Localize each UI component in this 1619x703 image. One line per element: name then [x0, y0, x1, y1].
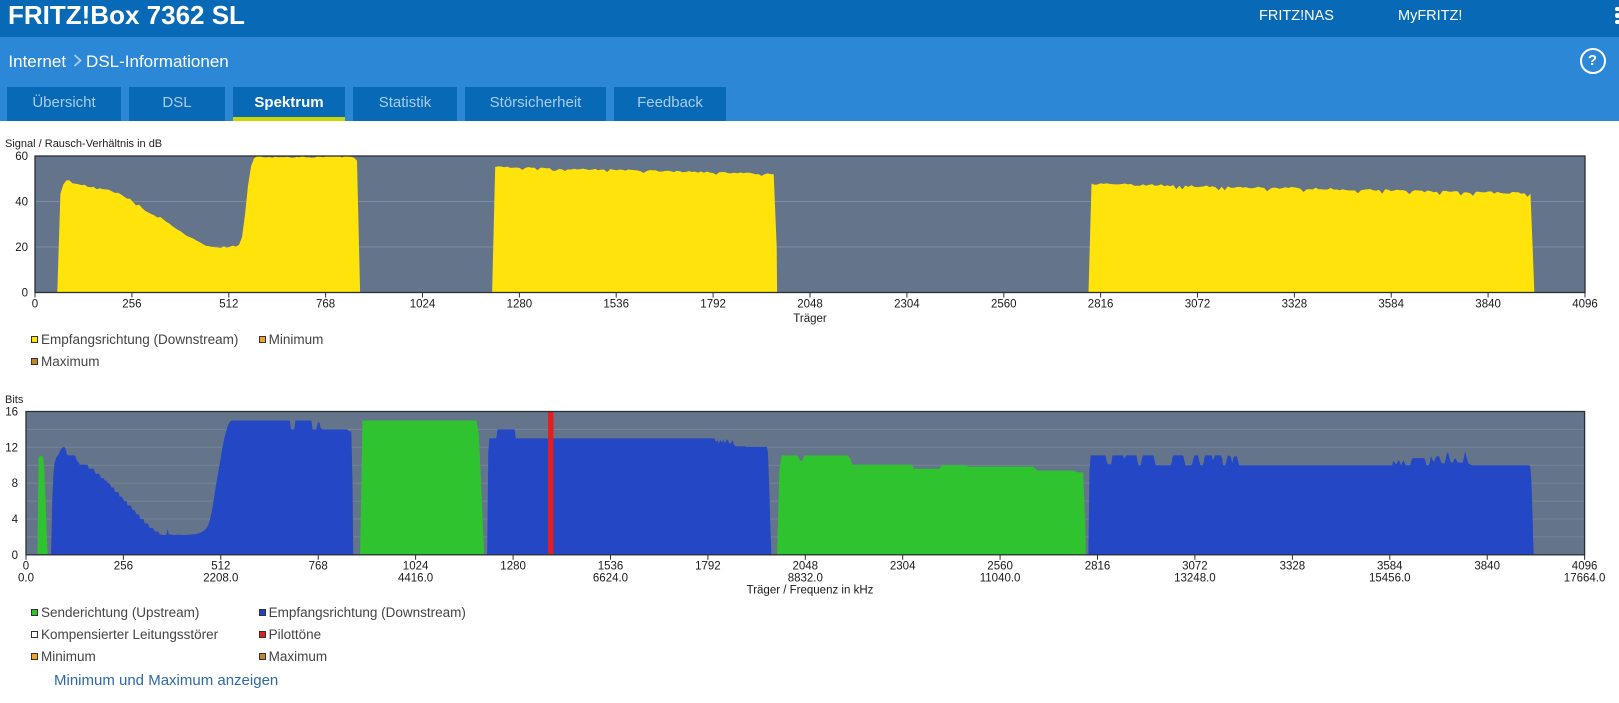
svg-text:0: 0: [23, 561, 29, 573]
svg-text:2304: 2304: [890, 561, 916, 573]
svg-text:2816: 2816: [1085, 561, 1111, 573]
svg-text:512: 512: [211, 561, 230, 573]
svg-text:8832.0: 8832.0: [788, 573, 823, 585]
svg-text:1536: 1536: [603, 299, 629, 311]
svg-text:2208.0: 2208.0: [203, 573, 238, 585]
svg-text:1280: 1280: [500, 561, 526, 573]
svg-text:2816: 2816: [1088, 299, 1114, 311]
svg-text:3328: 3328: [1282, 299, 1308, 311]
svg-text:2048: 2048: [793, 561, 819, 573]
svg-text:3840: 3840: [1474, 561, 1500, 573]
svg-text:11040.0: 11040.0: [980, 573, 1021, 585]
svg-text:3840: 3840: [1475, 299, 1501, 311]
svg-text:6624.0: 6624.0: [593, 573, 628, 585]
svg-text:Träger: Träger: [793, 313, 827, 325]
svg-text:12: 12: [5, 442, 18, 454]
svg-text:2560: 2560: [987, 561, 1013, 573]
svg-text:4416.0: 4416.0: [398, 573, 433, 585]
svg-text:512: 512: [219, 299, 238, 311]
svg-text:1280: 1280: [507, 299, 533, 311]
svg-text:3328: 3328: [1280, 561, 1306, 573]
svg-text:16: 16: [5, 407, 18, 419]
svg-text:0: 0: [32, 299, 38, 311]
svg-text:3584: 3584: [1378, 299, 1404, 311]
svg-text:60: 60: [15, 151, 28, 163]
svg-text:40: 40: [15, 197, 28, 209]
svg-text:1792: 1792: [700, 299, 726, 311]
svg-text:2048: 2048: [797, 299, 823, 311]
svg-text:13248.0: 13248.0: [1174, 573, 1216, 585]
svg-text:0: 0: [12, 550, 18, 562]
svg-text:8: 8: [12, 478, 18, 490]
svg-text:1024: 1024: [403, 561, 429, 573]
svg-text:1792: 1792: [695, 561, 721, 573]
svg-text:0.0: 0.0: [18, 573, 34, 585]
svg-text:4: 4: [12, 514, 19, 526]
svg-text:3584: 3584: [1377, 561, 1403, 573]
svg-text:1024: 1024: [410, 299, 436, 311]
svg-text:768: 768: [309, 561, 328, 573]
svg-text:Signal / Rausch-Verhältnis in: Signal / Rausch-Verhältnis in dB: [5, 138, 162, 150]
svg-text:15456.0: 15456.0: [1369, 573, 1411, 585]
svg-text:Bits: Bits: [5, 394, 24, 406]
svg-text:1536: 1536: [598, 561, 624, 573]
svg-text:20: 20: [15, 242, 28, 254]
svg-text:4096: 4096: [1572, 299, 1598, 311]
svg-text:768: 768: [316, 299, 335, 311]
svg-text:2560: 2560: [991, 299, 1017, 311]
svg-text:256: 256: [122, 299, 141, 311]
svg-text:17664.0: 17664.0: [1564, 573, 1606, 585]
svg-text:4096: 4096: [1572, 561, 1598, 573]
svg-text:2304: 2304: [894, 299, 920, 311]
svg-text:0: 0: [22, 288, 28, 300]
svg-text:3072: 3072: [1185, 299, 1211, 311]
svg-text:3072: 3072: [1182, 561, 1208, 573]
svg-text:Träger / Frequenz in kHz: Träger / Frequenz in kHz: [747, 585, 874, 597]
svg-text:256: 256: [114, 561, 133, 573]
